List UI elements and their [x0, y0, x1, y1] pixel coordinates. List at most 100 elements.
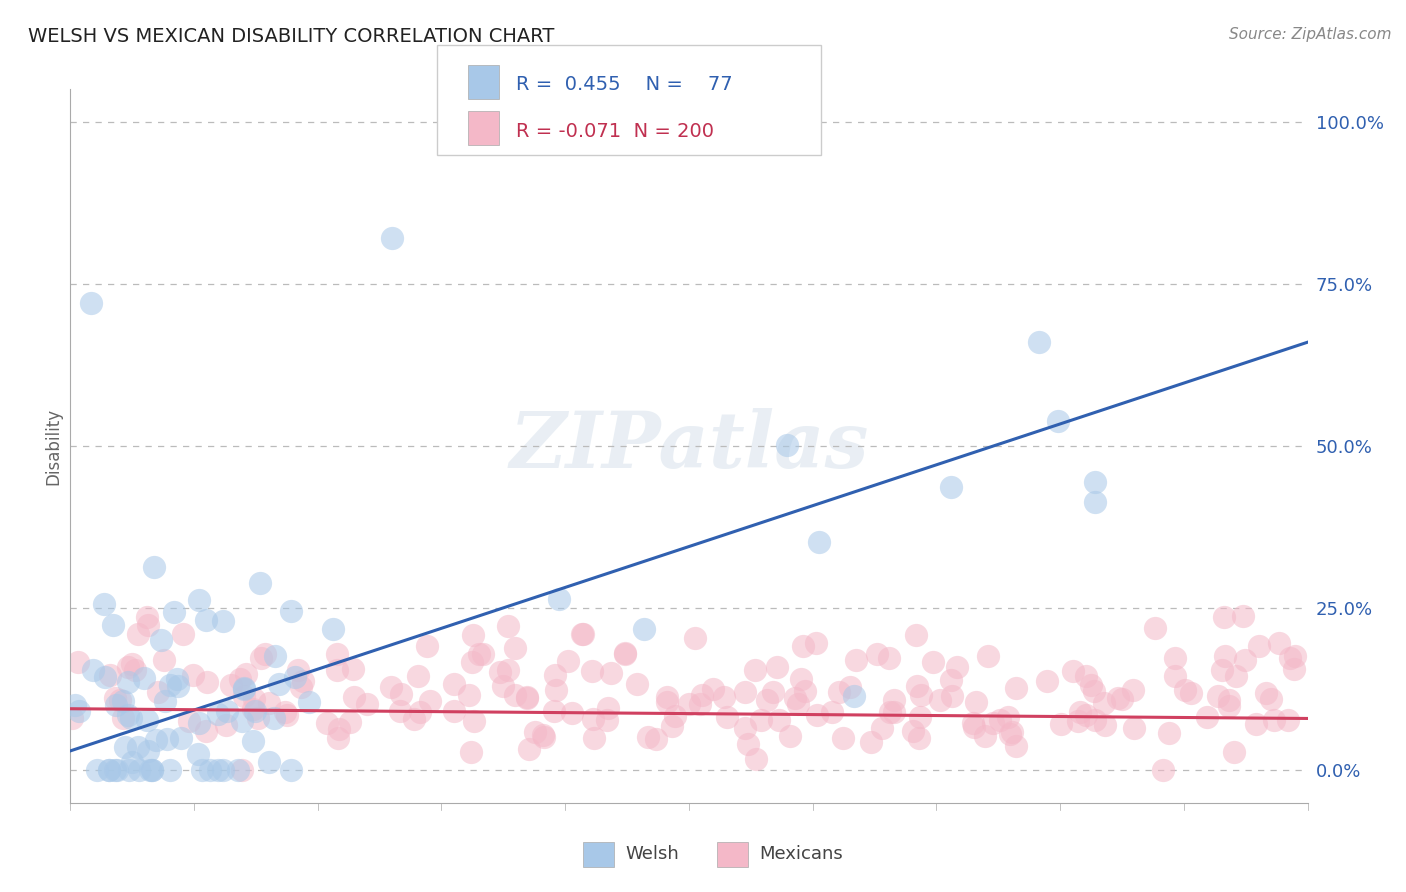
Point — [1157, 725, 1180, 739]
Point — [546, 682, 568, 697]
Text: Source: ZipAtlas.com: Source: ZipAtlas.com — [1229, 27, 1392, 42]
Point — [468, 647, 491, 661]
Point — [690, 688, 713, 702]
Point — [233, 681, 256, 696]
Point — [243, 691, 266, 706]
Point — [745, 752, 768, 766]
Point — [842, 689, 865, 703]
Point — [839, 680, 862, 694]
Point — [322, 622, 344, 636]
Point — [1267, 636, 1289, 650]
Point — [105, 764, 128, 778]
Point — [231, 714, 253, 729]
Point — [117, 707, 139, 722]
Point — [463, 714, 485, 729]
Point — [1213, 609, 1236, 624]
Point — [1107, 691, 1129, 706]
Point — [114, 740, 136, 755]
Point — [544, 668, 567, 682]
Point — [247, 711, 270, 725]
Point — [988, 713, 1011, 727]
Point — [231, 764, 253, 778]
Point — [443, 704, 465, 718]
Point — [98, 668, 121, 682]
Point — [973, 729, 995, 743]
Point — [297, 695, 319, 709]
Point — [901, 724, 924, 739]
Point — [187, 593, 209, 607]
Point — [1084, 495, 1107, 509]
Point — [159, 764, 181, 778]
Point — [153, 694, 176, 708]
Point — [187, 716, 209, 731]
Point — [1215, 649, 1237, 664]
Point — [291, 674, 314, 689]
Point — [1218, 699, 1240, 714]
Point — [517, 741, 540, 756]
Point — [582, 731, 605, 745]
Point — [1067, 714, 1090, 729]
Point — [744, 663, 766, 677]
Text: ZIPatlas: ZIPatlas — [509, 408, 869, 484]
Point — [946, 660, 969, 674]
Point — [229, 672, 252, 686]
Point — [153, 653, 176, 667]
Point — [149, 633, 172, 648]
Point — [1260, 692, 1282, 706]
Point — [1279, 650, 1302, 665]
Point — [139, 764, 162, 778]
Point — [1028, 335, 1050, 350]
Point — [93, 597, 115, 611]
Point — [661, 719, 683, 733]
Point — [734, 685, 756, 699]
Point — [571, 627, 593, 641]
Point — [1074, 669, 1097, 683]
Point — [1143, 622, 1166, 636]
Point — [1080, 678, 1102, 692]
Point — [713, 690, 735, 705]
Point — [516, 691, 538, 706]
Point — [195, 674, 218, 689]
Point — [821, 705, 844, 719]
Point — [807, 535, 830, 549]
Point — [489, 665, 512, 679]
Point — [806, 636, 828, 650]
Point — [1152, 764, 1174, 778]
Point — [965, 695, 987, 709]
Point — [941, 689, 963, 703]
Point — [683, 631, 706, 645]
Point — [543, 704, 565, 718]
Point — [104, 698, 127, 712]
Point — [496, 663, 519, 677]
Point — [845, 653, 868, 667]
Point — [582, 712, 605, 726]
Point — [166, 679, 188, 693]
Point — [280, 603, 302, 617]
Point — [67, 704, 90, 718]
Point — [233, 681, 256, 696]
Point — [633, 622, 655, 636]
Point — [148, 685, 170, 699]
Point — [749, 713, 772, 727]
Point — [524, 725, 547, 739]
Point — [762, 685, 785, 699]
Point — [250, 651, 273, 665]
Point — [212, 614, 235, 628]
Point — [790, 672, 813, 686]
Y-axis label: Disability: Disability — [44, 408, 62, 484]
Point — [127, 739, 149, 754]
Point — [1197, 710, 1219, 724]
Point — [276, 708, 298, 723]
Point — [461, 656, 484, 670]
Point — [496, 619, 519, 633]
Point — [1049, 717, 1071, 731]
Point — [257, 755, 280, 769]
Point — [557, 654, 579, 668]
Point — [1164, 669, 1187, 683]
Point — [328, 731, 350, 746]
Point — [907, 731, 929, 745]
Point — [339, 715, 361, 730]
Point — [142, 560, 165, 574]
Point — [870, 721, 893, 735]
Point — [328, 722, 350, 736]
